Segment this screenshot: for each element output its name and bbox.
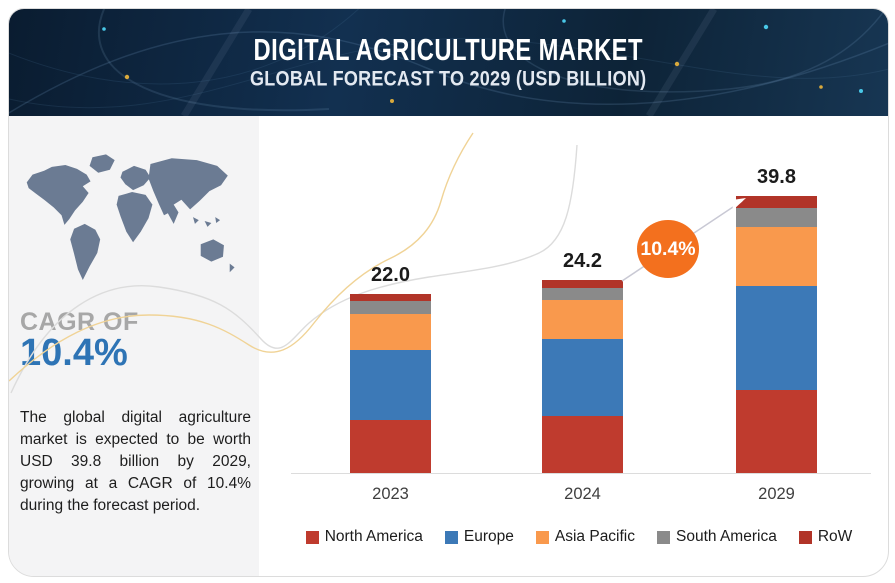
stacked-bar-2024 — [542, 280, 623, 473]
world-map — [26, 154, 235, 280]
bar-total-label-2023: 22.0 — [371, 264, 410, 286]
bar-segment-europe — [542, 339, 623, 416]
bar-segment-asia-pacific — [736, 226, 817, 286]
bar-segment-north-america — [350, 420, 431, 473]
infographic-card: DIGITAL AGRICULTURE MARKET GLOBAL FORECA… — [8, 8, 889, 577]
stacked-bar-2029 — [736, 196, 817, 473]
legend-item-asia-pacific: Asia Pacific — [535, 528, 636, 546]
bar-segment-asia-pacific — [350, 313, 431, 351]
cagr-value: 10.4% — [20, 332, 128, 374]
page-title: DIGITAL AGRICULTURE MARKET — [253, 32, 644, 67]
legend-swatch — [535, 530, 549, 544]
legend-swatch — [798, 530, 812, 544]
cagr-badge: 10.4% — [637, 220, 699, 278]
x-axis-label-2029: 2029 — [758, 485, 795, 503]
legend-swatch — [657, 530, 671, 544]
page-subtitle: GLOBAL FORECAST TO 2029 (USD BILLION) — [250, 66, 647, 91]
bar-total-label-2024: 24.2 — [563, 250, 602, 272]
legend-label: South America — [676, 528, 777, 545]
legend-label: Asia Pacific — [554, 528, 636, 545]
legend-item-europe: Europe — [444, 528, 514, 546]
bar-segment-south-america — [350, 301, 431, 314]
legend-label: RoW — [817, 528, 853, 545]
x-axis-line — [291, 473, 871, 474]
legend-item-row: RoW — [798, 528, 853, 546]
header-banner: DIGITAL AGRICULTURE MARKET GLOBAL FORECA… — [9, 9, 888, 116]
x-axis-label-2024: 2024 — [564, 485, 601, 503]
bar-segment-south-america — [542, 287, 623, 300]
legend-label: Europe — [463, 528, 514, 545]
stacked-bar-2023 — [350, 294, 431, 473]
bar-segment-europe — [350, 350, 431, 421]
chart-legend: North America Europe Asia Pacific South Ame… — [279, 528, 879, 546]
bar-total-label-2029: 39.8 — [757, 166, 796, 188]
legend-swatch — [305, 530, 319, 544]
legend-swatch — [444, 530, 458, 544]
bar-segment-asia-pacific — [542, 299, 623, 339]
bar-segment-row — [736, 196, 817, 208]
legend-label: North America — [324, 528, 423, 545]
bar-segment-row — [350, 294, 431, 302]
bar-segment-row — [542, 280, 623, 288]
market-summary-text: The global digital agriculture market is… — [20, 409, 251, 514]
bar-segment-north-america — [542, 415, 623, 473]
x-axis-label-2023: 2023 — [372, 485, 409, 503]
banner-network-art — [9, 9, 888, 116]
legend-item-north-america: North America — [305, 528, 423, 546]
legend-item-south-america: South America — [657, 528, 777, 546]
bar-segment-south-america — [736, 207, 817, 227]
bar-segment-north-america — [736, 390, 817, 473]
bar-segment-europe — [736, 285, 817, 391]
